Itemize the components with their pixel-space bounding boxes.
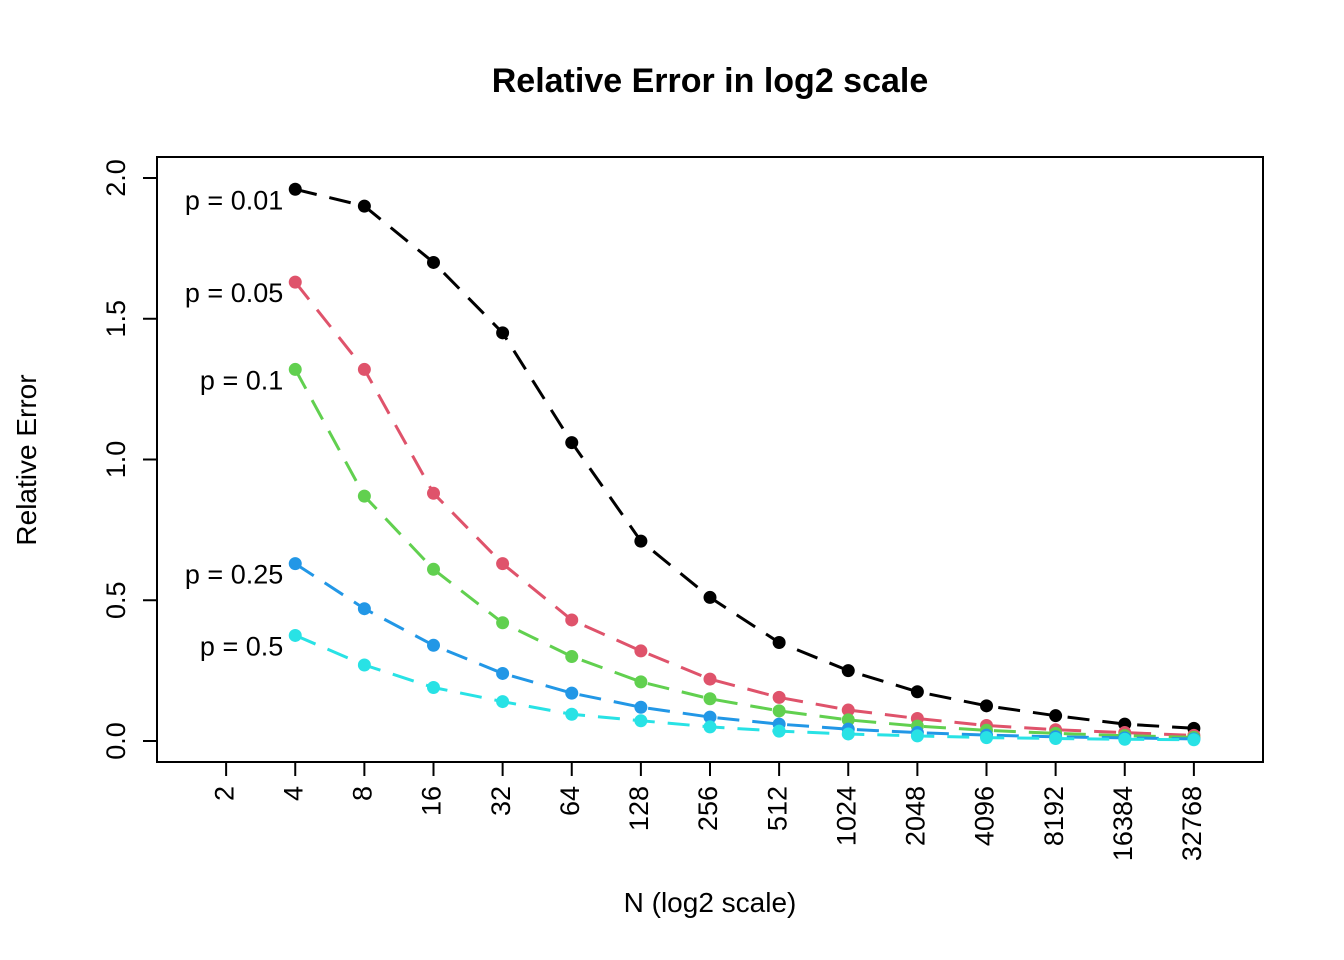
y-tick-label: 2.0 [101,159,131,197]
series-label: p = 0.05 [185,278,283,308]
y-tick-label: 0.0 [101,722,131,760]
data-point [910,729,924,743]
x-tick-label: 256 [693,786,723,831]
data-point [772,704,786,718]
data-point [288,362,302,376]
data-point [288,628,302,642]
data-point [357,602,371,616]
x-tick-label: 2 [209,786,239,801]
data-point [841,703,855,717]
data-point [841,713,855,727]
x-tick-label: 32 [486,786,516,816]
y-axis-label: Relative Error [11,374,42,545]
series-3 [288,362,1201,744]
data-point [565,613,579,627]
series-label: p = 0.25 [185,560,283,590]
data-point [703,672,717,686]
data-point [634,675,648,689]
x-tick-label: 32768 [1177,786,1207,861]
data-point [288,275,302,289]
x-tick-label: 8 [348,786,378,801]
data-point [1118,732,1132,746]
data-point [1049,731,1063,745]
series-4 [288,557,1201,746]
x-tick-label: 64 [555,786,585,816]
data-point [980,731,993,745]
data-point [357,489,371,503]
data-point [703,720,717,734]
series-line [294,562,1194,741]
data-point [357,199,371,213]
series-label: p = 0.5 [200,631,283,661]
data-point [772,690,786,704]
data-point [565,436,579,450]
chart-title: Relative Error in log2 scale [492,62,929,100]
x-axis: 2 4 8 16 32 64 128 256 512 1024 2048 4096 8192 16384 3… [209,761,1207,861]
data-point [1049,709,1063,723]
data-point [634,644,648,658]
series-label: p = 0.1 [200,365,283,395]
y-tick-label: 0.5 [101,581,131,619]
y-axis: 0.0 0.5 1.0 1.5 2.0 [101,159,158,760]
plot-frame [156,156,1264,763]
series-line [294,281,1194,737]
data-point [772,724,786,738]
data-point [496,616,510,630]
series-5 [288,628,1201,747]
x-tick-label: 1024 [831,786,861,846]
data-point [288,557,302,571]
data-point [772,635,786,649]
series-line [293,368,1194,739]
series-label: p = 0.01 [185,185,283,215]
series-1 [288,182,1201,735]
data-point [634,534,648,548]
series-line [294,187,1194,730]
series-layer [288,182,1201,747]
series-2 [288,275,1201,742]
y-tick-label: 1.0 [101,441,131,479]
data-point [634,714,648,728]
data-point [634,700,648,714]
x-axis-label: N (log2 scale) [624,887,797,918]
series-labels: p = 0.01 p = 0.05 p = 0.1 p = 0.25 p = 0.5 [185,185,283,661]
data-point [910,685,924,699]
data-point [496,695,510,709]
data-point [703,710,717,724]
data-point [496,666,510,680]
data-point [357,362,371,376]
y-tick-label: 1.5 [101,300,131,338]
x-tick-label: 16 [417,786,447,816]
x-tick-label: 128 [624,786,654,831]
data-point [496,326,510,340]
data-point [288,182,302,196]
data-point [565,707,579,721]
data-point [980,699,993,713]
data-point [357,658,371,672]
data-point [703,590,717,604]
data-point [427,681,440,695]
data-point [427,486,440,500]
data-point [496,557,510,571]
data-point [565,650,579,664]
data-point [427,562,440,576]
series-line [294,634,1194,742]
x-tick-label: 16384 [1108,786,1138,861]
x-tick-label: 2048 [901,786,931,846]
data-point [1187,733,1201,747]
x-tick-label: 4 [278,786,308,801]
x-tick-label: 512 [762,786,792,831]
data-point [565,686,579,700]
data-point [841,664,855,678]
data-point [427,638,440,652]
x-tick-label: 4096 [970,786,1000,846]
data-point [841,727,855,741]
x-tick-label: 8192 [1039,786,1069,846]
data-point [703,692,717,706]
data-point [427,255,440,269]
